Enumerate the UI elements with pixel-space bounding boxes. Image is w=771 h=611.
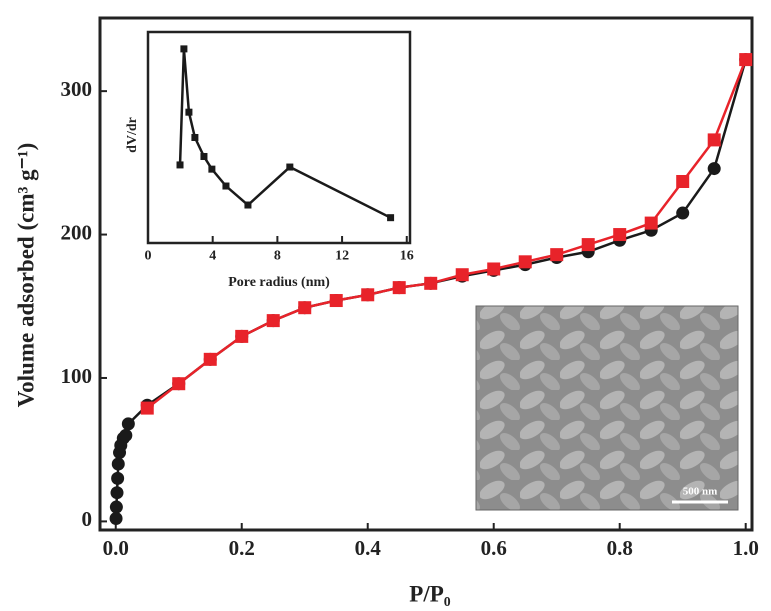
y-axis-label: dV/dr <box>125 117 140 153</box>
data-point <box>739 53 752 66</box>
data-point <box>244 202 251 209</box>
data-point <box>177 161 184 168</box>
data-point <box>645 217 658 230</box>
data-point <box>180 45 187 52</box>
y-tick-label: 300 <box>61 77 93 101</box>
chart: 0.0 0.2 0.4 0.6 0.8 1.0 0 100 200 300 P/P₀ Volume a… <box>0 0 771 611</box>
data-point <box>286 164 293 171</box>
data-point <box>172 377 185 390</box>
data-point <box>111 486 124 499</box>
data-point <box>112 458 125 471</box>
data-point <box>456 268 469 281</box>
scale-bar-label: 500 nm <box>683 486 718 498</box>
data-point <box>200 153 207 160</box>
data-point <box>708 133 721 146</box>
x-tick-label: 8 <box>274 249 281 264</box>
data-point <box>424 277 437 290</box>
sem-photo <box>476 306 738 510</box>
sem-image: 500 nm <box>476 306 738 510</box>
x-tick-label: 1.0 <box>733 536 759 560</box>
data-point <box>676 207 689 220</box>
data-point <box>487 262 500 275</box>
x-axis-label: P/P₀ <box>409 581 450 606</box>
data-point <box>298 301 311 314</box>
data-point <box>393 281 406 294</box>
data-point <box>119 429 132 442</box>
y-tick-label: 100 <box>61 364 93 388</box>
data-point <box>613 228 626 241</box>
data-point <box>330 294 343 307</box>
data-point <box>235 330 248 343</box>
x-tick-label: 0.8 <box>607 536 633 560</box>
x-tick-label: 0.0 <box>103 536 129 560</box>
data-point <box>111 472 124 485</box>
x-tick-label: 16 <box>400 249 414 264</box>
data-point <box>208 166 215 173</box>
x-tick-label: 0.4 <box>355 536 382 560</box>
data-point <box>110 501 123 514</box>
data-point <box>122 417 135 430</box>
data-point <box>361 288 374 301</box>
data-point <box>708 162 721 175</box>
data-point <box>222 183 229 190</box>
y-axis-label: Volume adsorbed (cm³ g⁻¹) <box>13 143 38 408</box>
y-tick-label: 0 <box>82 507 93 531</box>
x-tick-label: 0.2 <box>229 536 255 560</box>
page: 0.0 0.2 0.4 0.6 0.8 1.0 0 100 200 300 P/P₀ Volume a… <box>0 0 771 611</box>
inset-background <box>148 32 410 243</box>
x-tick-label: 0 <box>145 249 152 264</box>
data-point <box>519 255 532 268</box>
data-point <box>387 214 394 221</box>
x-tick-label: 0.6 <box>481 536 507 560</box>
data-point <box>582 238 595 251</box>
data-point <box>191 134 198 141</box>
y-tick-label: 200 <box>61 220 93 244</box>
data-point <box>676 175 689 188</box>
data-point <box>550 248 563 261</box>
data-point <box>110 512 123 525</box>
data-point <box>141 402 154 415</box>
x-tick-label: 4 <box>209 249 216 264</box>
data-point <box>204 353 217 366</box>
x-tick-label: 12 <box>335 249 349 264</box>
data-point <box>267 314 280 327</box>
x-axis-label: Pore radius (nm) <box>228 275 330 290</box>
data-point <box>185 109 192 116</box>
